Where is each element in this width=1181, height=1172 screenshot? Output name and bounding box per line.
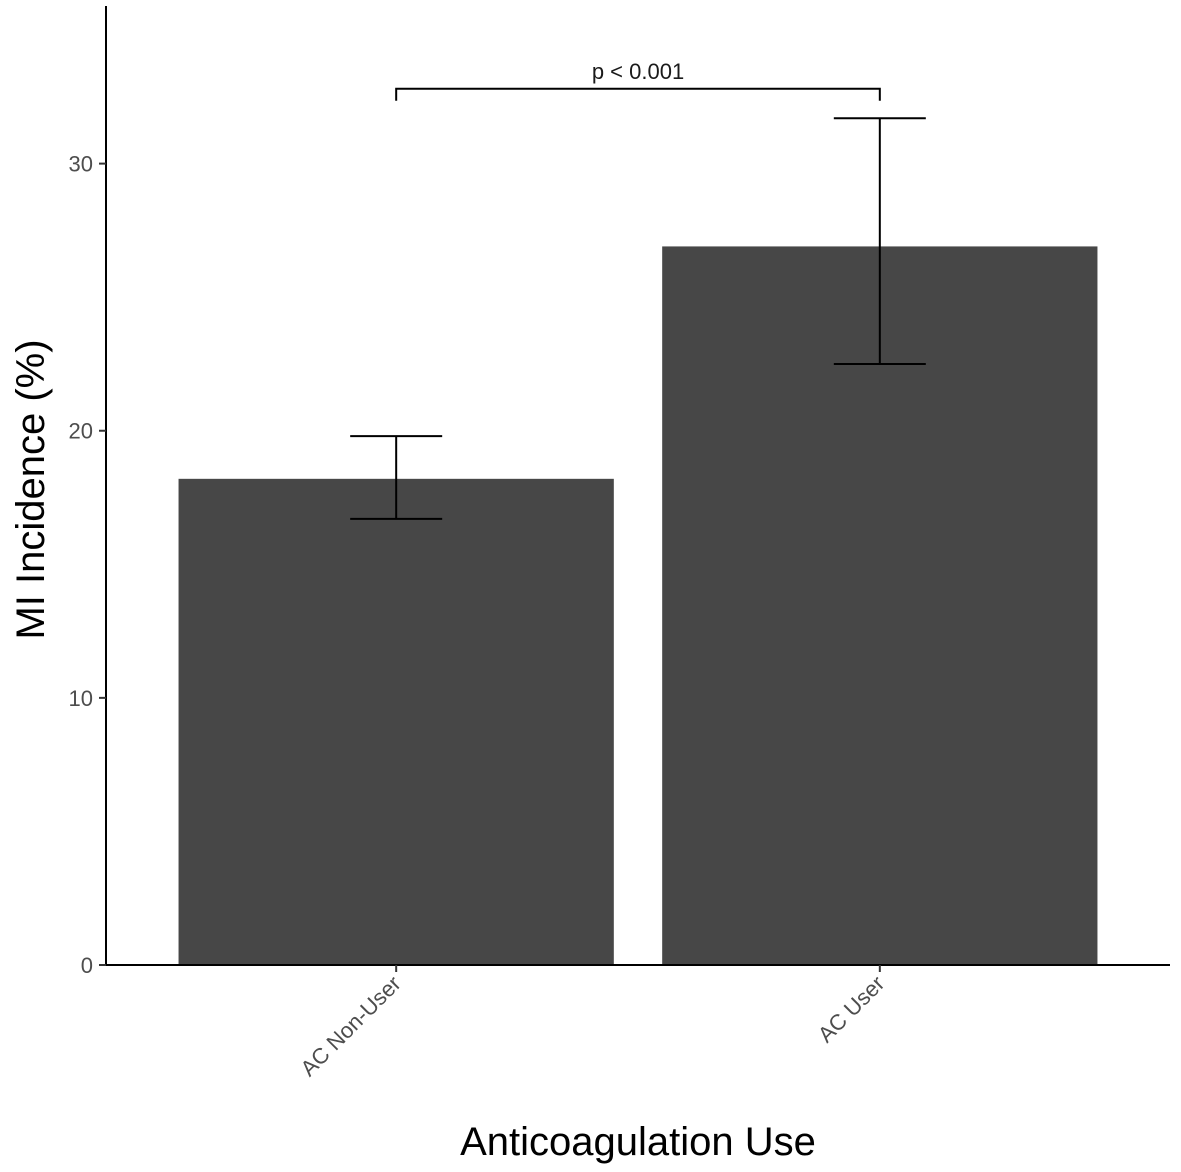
x-axis-title: Anticoagulation Use [460,1120,816,1164]
y-tick-label: 10 [69,686,93,711]
x-tick-label: AC Non-User [296,971,406,1081]
y-tick-label: 20 [69,419,93,444]
error-bar-ac-non-user [350,435,443,520]
x-tick-label: AC User [813,971,889,1047]
p-value-label: p < 0.001 [592,59,684,84]
y-ticks-layer: 0 10 20 30 [69,152,106,978]
annotations-layer: p < 0.001 [395,59,881,101]
y-axis-title: MI Incidence (%) [9,339,53,639]
y-tick-label: 0 [81,953,93,978]
bar-ac-non-user [178,478,614,965]
bracket-line [395,87,881,101]
error-bar-ac-user [833,117,926,365]
bars-layer [178,246,1098,965]
y-tick-label: 30 [69,152,93,177]
significance-bracket: p < 0.001 [395,59,881,101]
x-ticks-layer: AC Non-User AC User [296,965,889,1081]
error-bars-layer [350,117,926,520]
bar-ac-user [662,246,1098,965]
axes-layer [105,6,1170,966]
